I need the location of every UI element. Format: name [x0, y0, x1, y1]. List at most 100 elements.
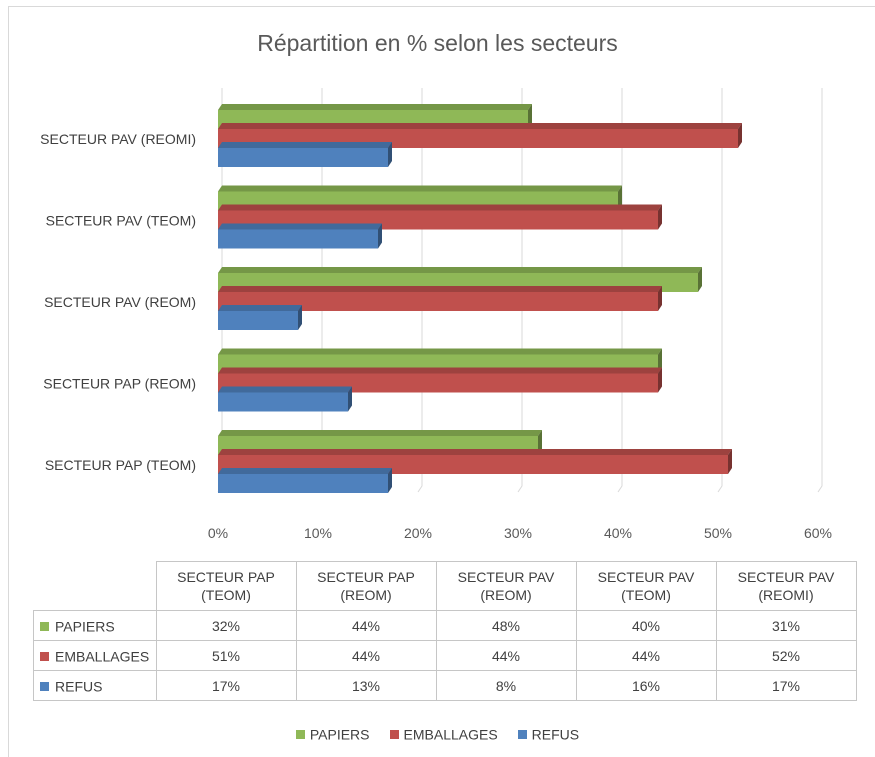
x-tick-label: 10% [304, 525, 332, 541]
gridline [817, 88, 823, 493]
legend-item: EMBALLAGES [389, 725, 498, 743]
bar-side-face [618, 185, 622, 211]
gridline [717, 88, 723, 493]
bar [218, 148, 388, 167]
bar-top-face [218, 386, 352, 393]
bar-side-face [658, 348, 662, 374]
column-header-line: SECTEUR PAV [457, 569, 555, 585]
table-cell: 44% [435, 640, 577, 671]
legend-swatch [295, 729, 305, 739]
table-column-header: SECTEUR PAV (TEOM) [575, 561, 717, 611]
x-tick-label: 20% [404, 525, 432, 541]
bar [218, 292, 658, 311]
table-column-header: SECTEUR PAV (REOM) [435, 561, 577, 611]
column-header-line: (REOM) [480, 587, 532, 603]
legend: PAPIERS EMBALLAGES REFUS [0, 725, 875, 742]
legend-label: PAPIERS [309, 726, 370, 743]
table-cell: 32% [155, 610, 297, 641]
column-header-line: (REOM) [340, 587, 392, 603]
legend-swatch [389, 729, 399, 739]
column-header-line: (REOMI) [758, 587, 814, 603]
bar-top-face [218, 286, 662, 292]
bar-top-face [218, 367, 662, 374]
table-cell: 44% [295, 640, 437, 671]
category-label: SECTEUR PAP (TEOM) [45, 457, 196, 473]
chart-frame [8, 6, 875, 757]
row-label: PAPIERS [33, 610, 157, 641]
legend-item: REFUS [517, 725, 580, 743]
bar-top-face [218, 305, 302, 311]
table-cell: 48% [435, 610, 577, 641]
bar-top-face [218, 348, 662, 355]
x-tick-label: 50% [704, 525, 732, 541]
bar-top-face [218, 185, 622, 192]
table-cell: 52% [715, 640, 857, 671]
row-label-text: REFUS [55, 678, 103, 695]
column-header-line: SECTEUR PAP [177, 569, 275, 585]
category-label: SECTEUR PAV (TEOM) [46, 213, 196, 229]
category-label: SECTEUR PAP (REOM) [43, 376, 196, 392]
bar-side-face [658, 204, 662, 230]
bar-side-face [738, 123, 742, 148]
legend-swatch [517, 729, 527, 739]
x-tick-label: 0% [208, 525, 228, 541]
bar-side-face [378, 223, 382, 249]
table-column-header: SECTEUR PAV (REOMI) [715, 561, 857, 611]
column-header-line: SECTEUR PAV [737, 569, 835, 585]
bar-side-face [528, 104, 532, 129]
bar-top-face [218, 430, 542, 436]
legend-label: REFUS [531, 726, 580, 743]
bar [218, 392, 348, 412]
legend-label: EMBALLAGES [403, 726, 498, 743]
bar-side-face [298, 305, 302, 330]
chart-title: Répartition en % selon les secteurs [257, 30, 618, 56]
bar-side-face [388, 142, 392, 167]
row-label-text: EMBALLAGES [55, 648, 150, 665]
table-column-header: SECTEUR PAP (TEOM) [155, 561, 297, 611]
bar-side-face [728, 449, 732, 474]
bar-side-face [348, 386, 352, 412]
bar-top-face [218, 204, 662, 211]
bar [218, 229, 378, 249]
table-cell: 51% [155, 640, 297, 671]
bar-top-face [218, 468, 392, 474]
bar-side-face [658, 286, 662, 311]
bar-side-face [388, 468, 392, 493]
bar-side-face [538, 430, 542, 455]
row-label: EMBALLAGES [33, 640, 157, 671]
table-cell: 17% [715, 670, 857, 701]
table-row: PAPIERS 32% 44% 48% 40% 31% [33, 610, 857, 641]
column-header-line: SECTEUR PAP [317, 569, 415, 585]
column-header-line: (TEOM) [621, 587, 671, 603]
bar-top-face [218, 267, 702, 273]
data-table: SECTEUR PAP (TEOM) SECTEUR PAP (REOM) SECTEU… [33, 561, 857, 701]
table-cell: 44% [295, 610, 437, 641]
series-key-swatch [40, 651, 49, 661]
bar-side-face [658, 367, 662, 393]
bar [218, 474, 388, 493]
table-column-header: SECTEUR PAP (REOM) [295, 561, 437, 611]
table-cell: 8% [435, 670, 577, 701]
bar [218, 311, 298, 330]
series-key-swatch [40, 621, 49, 631]
category-label: SECTEUR PAV (REOMI) [40, 131, 196, 147]
legend-item: PAPIERS [295, 725, 370, 743]
table-row: EMBALLAGES 51% 44% 44% 44% 52% [33, 640, 857, 671]
bar-top-face [218, 123, 742, 129]
table-cell: 40% [575, 610, 717, 641]
table-cell: 16% [575, 670, 717, 701]
row-label-text: PAPIERS [55, 618, 115, 635]
bar-top-face [218, 142, 392, 148]
category-label: SECTEUR PAV (REOM) [44, 294, 196, 310]
table-cell: 44% [575, 640, 717, 671]
x-tick-label: 40% [604, 525, 632, 541]
table-cell: 31% [715, 610, 857, 641]
column-header-line: (TEOM) [201, 587, 251, 603]
table-cell: 13% [295, 670, 437, 701]
column-header-line: SECTEUR PAV [597, 569, 695, 585]
table-corner [33, 561, 157, 611]
bar-top-face [218, 104, 532, 110]
table-cell: 17% [155, 670, 297, 701]
x-tick-label: 60% [804, 525, 832, 541]
